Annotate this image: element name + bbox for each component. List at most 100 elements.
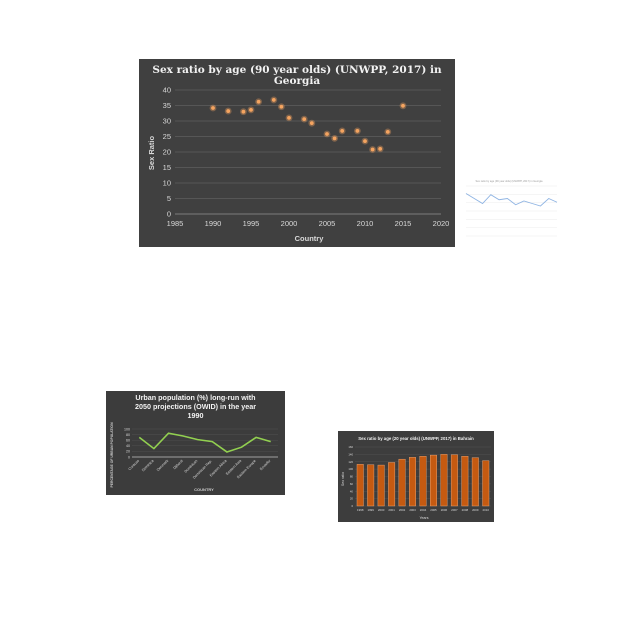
chart-1-y-ticks: 0 5 10 15 20 25 30 35 40 xyxy=(163,86,171,219)
chart-4-bar xyxy=(356,464,364,507)
chart-4-x-tick-label: 2010 xyxy=(483,508,490,512)
chart-2-gridlines xyxy=(466,185,557,237)
chart-1-x-tick-label: 2005 xyxy=(319,219,336,228)
urban-population-chart: Urban population (%) long-run with 2050 … xyxy=(106,391,285,495)
chart-1-y-tick-label: 30 xyxy=(163,117,171,126)
chart-1-y-axis-label: Sex Ratio xyxy=(147,135,156,170)
chart-4-bar xyxy=(461,456,469,507)
chart-4-x-tick-label: 2008 xyxy=(462,508,469,512)
chart-4-x-tick-label: 2001 xyxy=(388,508,395,512)
chart-1-point xyxy=(325,132,329,136)
chart-1-point xyxy=(279,104,284,109)
chart-1-y-tick-label: 35 xyxy=(163,101,171,110)
chart-4-bar xyxy=(430,454,437,507)
chart-1-x-tick-label: 1985 xyxy=(167,219,184,228)
chart-4-x-tick-label: 1999 xyxy=(367,508,374,512)
chart-4-x-tick-label: 2002 xyxy=(399,508,406,512)
chart-1-point xyxy=(211,106,215,110)
chart-1-point xyxy=(302,117,307,122)
chart-3-x-tick-label: Ecuador xyxy=(259,458,272,471)
chart-1-x-tick-label: 1990 xyxy=(205,219,222,228)
chart-1-x-ticks: 1985 1990 1995 2000 2005 2010 2015 2020 xyxy=(167,219,450,228)
chart-4-y-axis-label: Sex ratio xyxy=(341,472,345,486)
chart-1-points xyxy=(209,96,407,153)
chart-3-y-tick-label: 60 xyxy=(126,439,130,443)
chart-1-x-tick-label: 2020 xyxy=(433,219,450,228)
chart-4-x-tick-label: 2007 xyxy=(451,508,458,512)
chart-1-y-tick-label: 25 xyxy=(163,132,171,141)
chart-3-y-tick-label: 0 xyxy=(128,455,130,459)
chart-4-bar xyxy=(471,457,479,507)
chart-1-point xyxy=(287,116,291,120)
chart-1-point xyxy=(332,136,337,141)
chart-3-x-axis-label: COUNTRY xyxy=(194,487,214,492)
chart-1-point xyxy=(363,139,367,144)
chart-4-y-tick-label: 60 xyxy=(350,482,354,486)
chart-1-x-axis-label: Country xyxy=(295,234,325,243)
chart-1-y-tick-label: 15 xyxy=(163,163,171,172)
chart-3-x-ticks: Curacao Dominica Denmark Djibouti DominicanD… xyxy=(128,458,272,479)
chart-4-y-tick-label: 120 xyxy=(348,460,353,464)
chart-3-y-axis-label: PERCENTAGE OF URBAN POPULATION xyxy=(110,422,114,488)
chart-1-point xyxy=(401,103,405,108)
chart-3-gridlines xyxy=(132,428,278,458)
chart-1-point xyxy=(355,129,360,133)
chart-4-x-tick-label: 1998 xyxy=(357,508,364,512)
chart-3-title-line-2: 2050 projections (OWID) in the year xyxy=(135,402,256,411)
sex-ratio-bahrain-chart: Sex ratio by age (20 year olds) (UNWPP, … xyxy=(338,431,494,522)
chart-3-x-tick-label: Curacao xyxy=(128,459,140,471)
chart-3-series-line xyxy=(138,432,271,453)
chart-4-x-ticks: 1998 1999 2000 2001 2002 2003 2004 2005 2006 2007… xyxy=(357,508,489,512)
chart-1-point xyxy=(271,98,276,102)
chart-1-point xyxy=(249,107,253,112)
chart-4-x-tick-label: 2006 xyxy=(441,508,448,512)
chart-4-x-tick-label: 2004 xyxy=(420,508,427,512)
sex-ratio-georgia-thumbnail: Sex ratio by age (90 year olds) (UNWPP, … xyxy=(457,175,561,244)
chart-4-y-tick-label: 20 xyxy=(350,497,354,501)
chart-3-x-tick-label: Djibouti xyxy=(172,459,183,470)
chart-4-y-tick-label: 80 xyxy=(350,475,354,479)
chart-1-point xyxy=(226,109,231,113)
chart-3-x-tick-label: Dominica xyxy=(141,459,154,472)
chart-1-gridlines xyxy=(175,89,441,215)
chart-3-x-tick-label: Denmark xyxy=(156,459,169,472)
chart-4-bar xyxy=(450,454,458,507)
chart-2-series-line xyxy=(465,193,558,207)
chart-4-bars xyxy=(356,454,490,507)
chart-1-x-tick-label: 1995 xyxy=(243,219,260,228)
chart-1-point xyxy=(309,121,314,126)
chart-4-y-tick-label: 160 xyxy=(348,445,353,449)
chart-1-point xyxy=(385,129,390,134)
chart-1-title-line-1: Sex ratio by age (90 year olds) (UNWPP, … xyxy=(152,64,442,76)
chart-2-title: Sex ratio by age (90 year olds) (UNWPP, … xyxy=(476,179,544,183)
chart-3-y-tick-label: 40 xyxy=(126,444,130,448)
chart-4-bar xyxy=(419,456,427,507)
chart-4-bar xyxy=(367,464,375,507)
chart-1-point xyxy=(256,99,261,104)
chart-1-point xyxy=(340,129,345,133)
chart-1-svg: Sex ratio by age (90 year olds) (UNWPP, … xyxy=(147,64,450,243)
chart-3-y-tick-label: 80 xyxy=(126,433,130,437)
chart-4-y-ticks: 0 20 40 60 80 100 120 140 160 xyxy=(348,445,353,508)
chart-1-y-tick-label: 5 xyxy=(167,194,171,203)
chart-3-y-tick-label: 20 xyxy=(126,450,130,454)
chart-1-x-tick-label: 2015 xyxy=(395,219,412,228)
chart-4-y-tick-label: 40 xyxy=(350,489,354,493)
chart-4-y-tick-label: 100 xyxy=(348,467,353,471)
chart-3-title-line-1: Urban population (%) long-run with xyxy=(135,393,255,402)
chart-1-title-line-2: Georgia xyxy=(274,75,321,87)
chart-1-y-tick-label: 20 xyxy=(163,148,171,157)
chart-4-x-tick-label: 2003 xyxy=(409,508,416,512)
chart-1-y-tick-label: 10 xyxy=(163,179,171,188)
chart-1-x-tick-label: 2000 xyxy=(281,219,298,228)
chart-4-bar xyxy=(398,458,406,507)
chart-4-bar xyxy=(388,462,396,507)
chart-3-title-line-3: 1990 xyxy=(188,411,204,420)
chart-1-point xyxy=(241,109,246,114)
chart-4-y-tick-label: 140 xyxy=(348,452,353,456)
chart-1-x-tick-label: 2010 xyxy=(357,219,374,228)
chart-3-y-tick-label: 100 xyxy=(124,427,130,431)
chart-4-x-tick-label: 2000 xyxy=(378,508,385,512)
chart-1-point xyxy=(370,147,375,152)
